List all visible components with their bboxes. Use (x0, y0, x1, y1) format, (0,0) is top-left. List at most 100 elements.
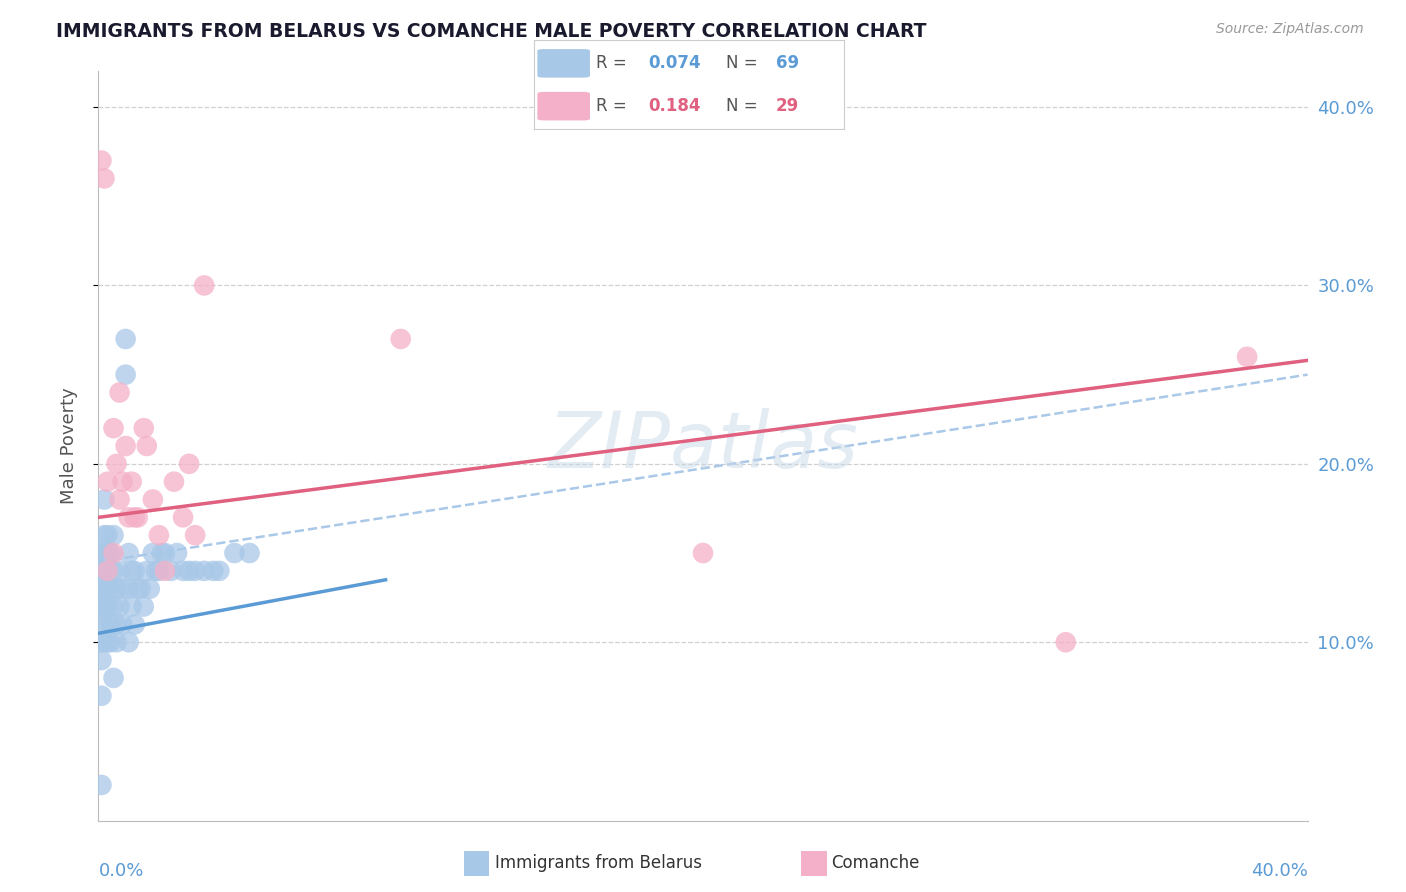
Point (100, 582, 122, 596)
Point (96, 564, 118, 578)
Point (90, 546, 112, 560)
Point (184, 528, 207, 542)
Text: 69: 69 (776, 54, 799, 72)
Point (90, 689, 112, 703)
Point (103, 564, 125, 578)
Point (105, 635, 128, 649)
Text: Comanche: Comanche (831, 855, 920, 872)
Text: N =: N = (725, 97, 763, 115)
Point (96, 635, 118, 649)
Point (129, 582, 152, 596)
Text: ZIPatlas: ZIPatlas (547, 408, 859, 484)
Point (90, 564, 112, 578)
Text: 40.0%: 40.0% (1251, 862, 1308, 880)
Point (100, 546, 122, 560)
Text: N =: N = (725, 54, 763, 72)
Point (124, 564, 146, 578)
Point (96, 528, 118, 542)
Point (105, 457, 128, 471)
Point (96, 599, 118, 614)
Point (1054, 635, 1077, 649)
Point (105, 582, 128, 596)
Text: 0.184: 0.184 (648, 97, 702, 115)
Point (90, 653, 112, 667)
Point (108, 385, 131, 400)
Point (90, 599, 112, 614)
FancyBboxPatch shape (537, 49, 591, 78)
Point (90, 153, 112, 168)
Point (108, 599, 131, 614)
Point (132, 421, 155, 435)
Point (111, 582, 134, 596)
Point (179, 457, 201, 471)
Point (135, 439, 157, 453)
Point (114, 439, 136, 453)
Point (150, 546, 173, 560)
Point (93, 546, 115, 560)
Point (153, 546, 176, 560)
Point (90, 564, 112, 578)
Point (118, 635, 141, 649)
Text: 29: 29 (776, 97, 799, 115)
Point (96, 546, 118, 560)
Text: R =: R = (596, 97, 633, 115)
Point (127, 582, 149, 596)
Point (93, 492, 115, 507)
Point (93, 564, 115, 578)
Point (224, 546, 246, 560)
Point (239, 546, 262, 560)
Point (1236, 350, 1258, 364)
Point (153, 564, 176, 578)
Point (124, 617, 146, 632)
Point (100, 617, 122, 632)
Point (148, 528, 170, 542)
Point (142, 492, 165, 507)
Point (132, 599, 155, 614)
Point (118, 546, 141, 560)
Point (166, 546, 188, 560)
Point (139, 582, 162, 596)
Point (93, 582, 115, 596)
Point (96, 564, 118, 578)
Point (172, 564, 194, 578)
Point (93, 599, 115, 614)
Point (193, 278, 215, 293)
Y-axis label: Male Poverty: Male Poverty (59, 388, 77, 504)
Point (108, 564, 131, 578)
Point (111, 617, 134, 632)
Point (100, 635, 122, 649)
Point (90, 778, 112, 792)
Text: Source: ZipAtlas.com: Source: ZipAtlas.com (1216, 22, 1364, 37)
Point (121, 564, 143, 578)
Point (145, 564, 167, 578)
Point (103, 421, 125, 435)
Point (111, 475, 134, 489)
Point (108, 492, 131, 507)
Point (114, 332, 136, 346)
Point (193, 564, 215, 578)
Point (90, 582, 112, 596)
Point (127, 510, 149, 524)
Point (208, 564, 231, 578)
Point (90, 635, 112, 649)
Point (163, 475, 186, 489)
FancyBboxPatch shape (537, 92, 591, 120)
Point (172, 510, 194, 524)
Point (114, 368, 136, 382)
Point (121, 475, 143, 489)
Point (202, 564, 225, 578)
Point (692, 546, 714, 560)
Point (118, 510, 141, 524)
Point (179, 564, 201, 578)
Text: 0.0%: 0.0% (98, 862, 143, 880)
Text: R =: R = (596, 54, 633, 72)
Point (124, 510, 146, 524)
Text: IMMIGRANTS FROM BELARUS VS COMANCHE MALE POVERTY CORRELATION CHART: IMMIGRANTS FROM BELARUS VS COMANCHE MALE… (56, 22, 927, 41)
Point (105, 617, 128, 632)
Point (389, 332, 412, 346)
Point (118, 582, 141, 596)
Point (103, 546, 125, 560)
Point (148, 564, 170, 578)
Text: 0.074: 0.074 (648, 54, 702, 72)
Point (142, 546, 165, 560)
